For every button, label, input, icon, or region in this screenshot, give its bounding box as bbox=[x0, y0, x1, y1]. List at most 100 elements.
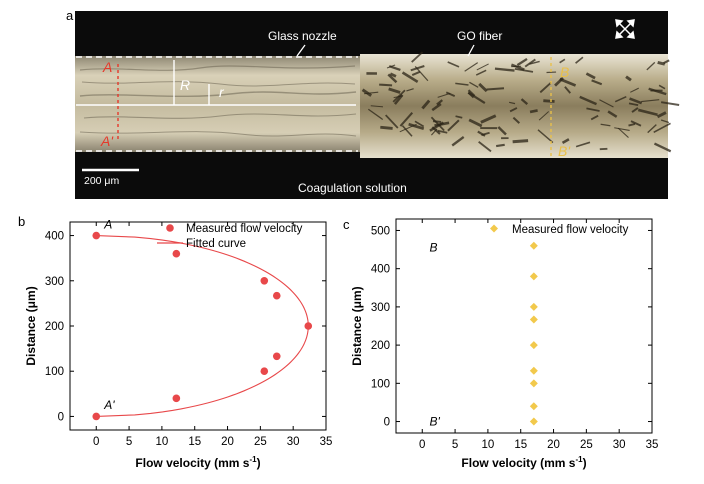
panel-b-marks: A A' bbox=[92, 217, 313, 421]
scale-bar-label: 200 μm bbox=[84, 175, 119, 187]
x-tick-label: 0 bbox=[419, 439, 425, 451]
y-tick-label: 0 bbox=[384, 417, 390, 429]
fiber-texture-streak bbox=[494, 67, 515, 72]
fiber-texture-streak bbox=[445, 91, 456, 98]
fiber-texture-streak bbox=[476, 63, 489, 71]
fiber-texture-streak bbox=[406, 88, 414, 92]
go-fiber-label: GO fiber bbox=[457, 29, 502, 43]
point-annotation: A' bbox=[103, 398, 115, 412]
panel-b-legend: Measured flow velocity Fitted curve bbox=[157, 223, 303, 250]
x-tick-label: 15 bbox=[514, 439, 527, 451]
fiber-texture-streak bbox=[539, 81, 552, 94]
fiber-texture-streak bbox=[497, 126, 507, 136]
fiber-texture-streak bbox=[564, 86, 572, 94]
fiber-texture-streak bbox=[646, 61, 656, 71]
fiber-texture-streak bbox=[387, 73, 398, 84]
x-tick-label: 5 bbox=[126, 436, 132, 448]
fiber-texture-streak bbox=[516, 57, 528, 67]
fiber-texture-streak bbox=[408, 122, 425, 131]
data-point bbox=[529, 302, 538, 311]
fiber-texture-streak bbox=[586, 107, 600, 112]
data-point bbox=[92, 231, 101, 240]
x-tick-label: 30 bbox=[287, 436, 300, 448]
data-point bbox=[92, 412, 101, 421]
fiber-texture-streak bbox=[388, 87, 401, 94]
fiber-texture-streak bbox=[660, 101, 680, 106]
fiber-texture-streak bbox=[434, 121, 450, 127]
fiber-texture-streak bbox=[477, 130, 486, 137]
panel-b: b 0 5 10 15 20 25 30 35 0 100 200 300 400 A A' Flow v… bbox=[18, 214, 332, 470]
y-tick-label: 200 bbox=[371, 340, 390, 352]
fiber-texture-streak bbox=[614, 127, 630, 131]
fiber-texture-streak bbox=[431, 102, 442, 112]
panel-a: a R r A A' B B' Glass nozzle bbox=[66, 8, 680, 199]
fiber-texture-streak bbox=[437, 129, 448, 134]
fiber-texture-streak bbox=[512, 116, 521, 124]
data-point bbox=[172, 249, 181, 258]
A-marker: A bbox=[102, 59, 112, 75]
nozzle-texture bbox=[79, 65, 357, 137]
fiber-texture-streak bbox=[637, 108, 658, 117]
fiber-texture-streak bbox=[478, 141, 492, 153]
fiber-texture-streak bbox=[575, 56, 584, 64]
x-tick-label: 15 bbox=[188, 436, 201, 448]
fiber-texture-streak bbox=[370, 105, 383, 108]
fiber-texture-streak bbox=[630, 120, 642, 127]
y-tick-label: 400 bbox=[371, 264, 390, 276]
fiber-texture-streak bbox=[575, 141, 591, 148]
point-annotation: A bbox=[103, 217, 112, 231]
fiber-texture-streak bbox=[509, 107, 518, 113]
fiber-texture-streak bbox=[464, 62, 479, 72]
x-tick-label: 35 bbox=[320, 436, 333, 448]
go-fiber-pointer bbox=[467, 44, 475, 57]
fiber-texture-streak bbox=[653, 142, 672, 153]
fiber-texture-streak bbox=[478, 82, 488, 93]
fiber-texture-streak bbox=[401, 125, 413, 137]
fiber-texture-streak bbox=[537, 129, 554, 144]
fiber-texture-streak bbox=[447, 119, 460, 132]
coagulation-label: Coagulation solution bbox=[298, 181, 407, 195]
polarizer-arrows-icon bbox=[615, 19, 635, 39]
x-tick-label: 5 bbox=[452, 439, 458, 451]
x-tick-label: 30 bbox=[613, 439, 626, 451]
x-tick-label: 10 bbox=[481, 439, 494, 451]
fiber-texture-streak bbox=[520, 98, 529, 106]
x-tick-label: 20 bbox=[547, 439, 560, 451]
y-tick-label: 500 bbox=[371, 225, 390, 237]
fiber-texture-streak bbox=[647, 124, 657, 134]
fiber-texture-streak bbox=[625, 75, 632, 82]
x-tick-label: 0 bbox=[93, 436, 99, 448]
fiber-texture-streak bbox=[496, 143, 505, 148]
panel-c-x-axis-label: Flow velocity (mm s-1) bbox=[461, 455, 586, 470]
fiber-texture-streak bbox=[559, 77, 577, 87]
fiber-texture-streak bbox=[467, 91, 486, 105]
panel-b-y-axis-label: Distance (μm) bbox=[24, 286, 38, 365]
A-prime-marker: A' bbox=[100, 133, 114, 149]
fiber-texture-streak bbox=[648, 87, 667, 96]
data-point bbox=[529, 315, 538, 324]
y-tick-label: 400 bbox=[45, 231, 64, 243]
B-marker: B bbox=[560, 64, 569, 80]
fiber-texture-streak bbox=[641, 99, 660, 103]
panel-b-legend-fitted: Fitted curve bbox=[186, 238, 246, 250]
fiber-texture-streak bbox=[447, 61, 460, 68]
data-point bbox=[529, 379, 538, 388]
fiber-texture-streak bbox=[653, 122, 671, 133]
fiber-texture-streak bbox=[475, 69, 487, 76]
fiber-texture-streak bbox=[630, 87, 639, 93]
fiber-texture-streak bbox=[486, 87, 505, 91]
y-tick-label: 100 bbox=[45, 366, 64, 378]
fiber-texture-streak bbox=[411, 70, 421, 76]
fiber-texture-streak bbox=[599, 99, 614, 108]
fiber-texture-streak bbox=[657, 61, 666, 66]
fiber-texture-streak bbox=[591, 79, 603, 86]
fiber-texture-streak bbox=[631, 107, 639, 113]
data-point bbox=[272, 291, 281, 300]
R-label: R bbox=[180, 77, 190, 93]
y-tick-label: 200 bbox=[45, 321, 64, 333]
fiber-texture-streak bbox=[614, 95, 627, 103]
fiber-texture-streak bbox=[529, 60, 540, 65]
data-point bbox=[529, 341, 538, 350]
x-tick-label: 10 bbox=[155, 436, 168, 448]
